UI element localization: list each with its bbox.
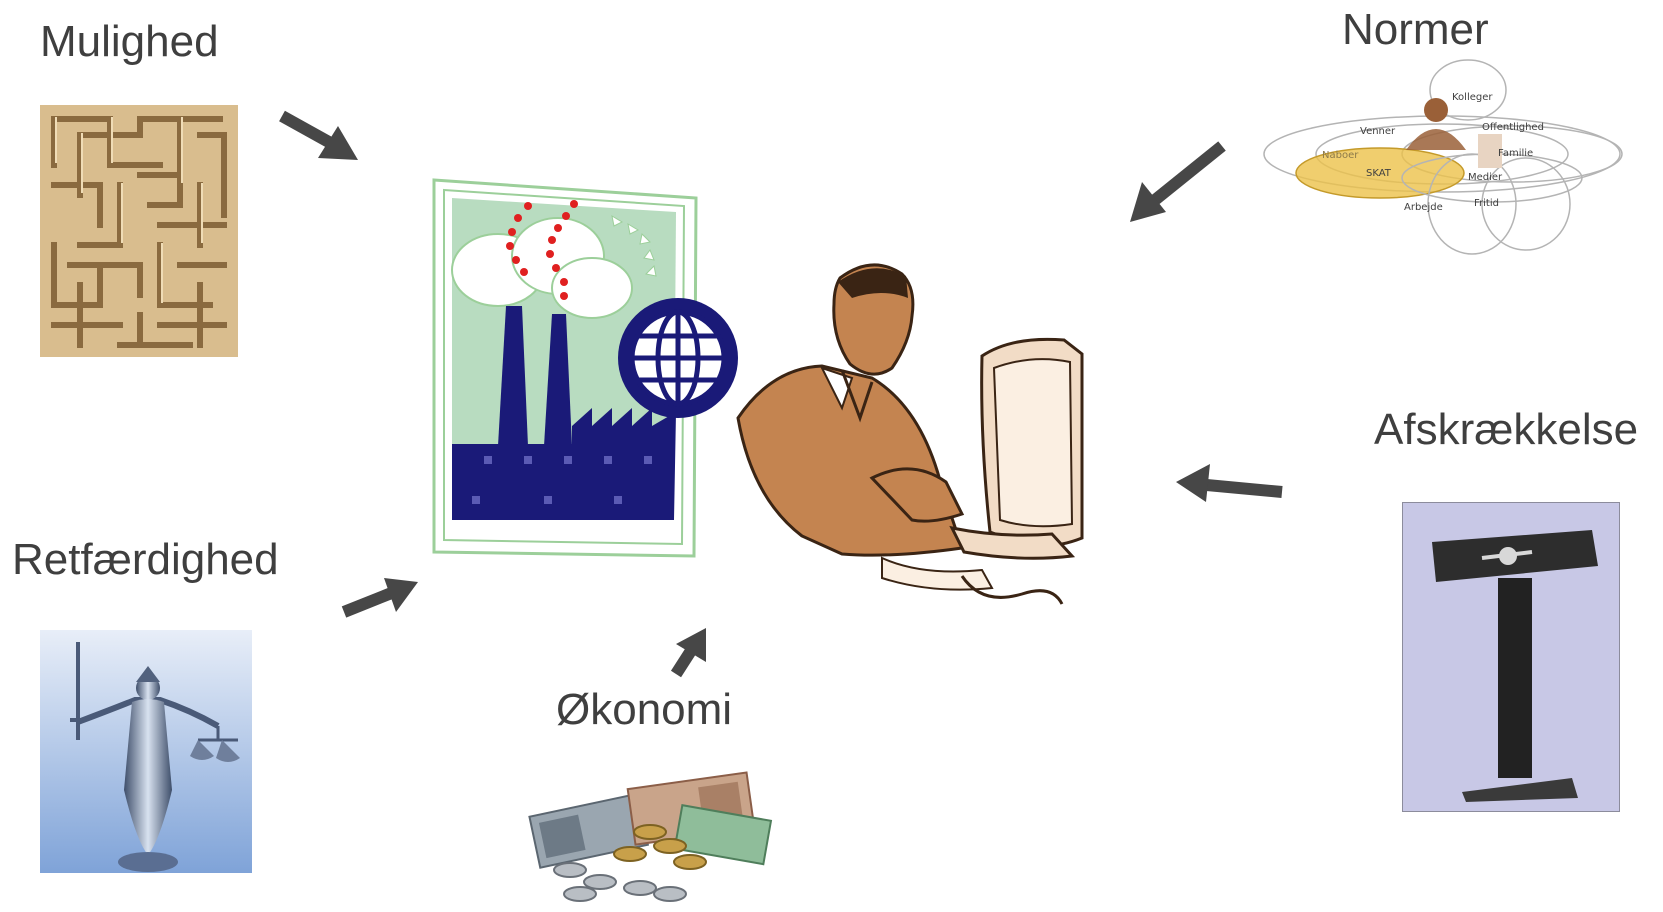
label-normer: Normer bbox=[1342, 5, 1489, 54]
label-retfaerdighed: Retfærdighed bbox=[12, 535, 279, 584]
norm-arbejde: Arbejde bbox=[1404, 202, 1443, 213]
norm-familie: Familie bbox=[1498, 148, 1533, 159]
label-mulighed: Mulighed bbox=[40, 17, 219, 66]
pillory-icon bbox=[1402, 502, 1620, 812]
arrow-normer bbox=[1130, 141, 1226, 222]
norm-offentlighed: Offentlighed bbox=[1482, 122, 1544, 133]
norm-medier: Medier bbox=[1468, 172, 1503, 183]
money-coins-icon bbox=[520, 762, 778, 910]
norm-skat: SKAT bbox=[1366, 168, 1392, 179]
norm-venner: Venner bbox=[1360, 126, 1396, 137]
norm-naboer: Naboer bbox=[1322, 150, 1359, 161]
maze-icon bbox=[40, 105, 238, 357]
justice-statue-icon bbox=[40, 630, 252, 873]
arrow-retfaerdighed bbox=[341, 578, 418, 618]
norm-fritid: Fritid bbox=[1474, 198, 1499, 209]
factory-globe-icon bbox=[432, 176, 742, 558]
norms-diagram: Kolleger Venner Offentlighed Naboer Fami… bbox=[1256, 58, 1628, 264]
label-afskraekkelse: Afskrækkelse bbox=[1374, 405, 1639, 454]
label-okonomi: Økonomi bbox=[556, 685, 733, 734]
arrow-afskraekkelse bbox=[1176, 464, 1283, 502]
norm-kolleger: Kolleger bbox=[1452, 92, 1493, 103]
arrow-mulighed bbox=[279, 110, 358, 160]
arrow-okonomi bbox=[670, 628, 706, 678]
businessman-computer-icon bbox=[732, 258, 1112, 626]
